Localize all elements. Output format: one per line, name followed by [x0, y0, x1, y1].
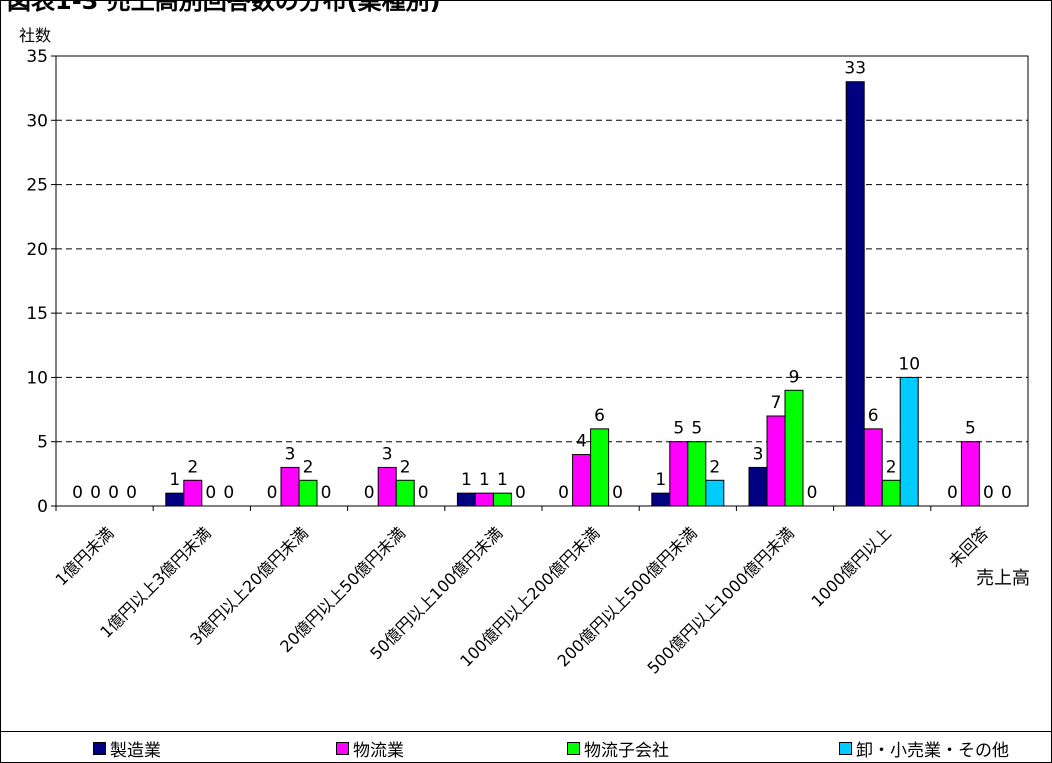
data-label: 2 [886, 457, 897, 477]
data-label: 3 [285, 444, 296, 464]
data-label: 2 [303, 457, 314, 477]
bar [456, 492, 476, 507]
data-label: 0 [418, 483, 429, 503]
data-label: 0 [205, 483, 216, 503]
data-label: 0 [108, 483, 119, 503]
bar [687, 441, 707, 507]
x-axis-label: 売上高 [976, 568, 1030, 589]
data-label: 6 [868, 406, 879, 426]
bar [748, 466, 768, 507]
y-tick-label: 5 [37, 433, 48, 453]
y-tick-label: 35 [26, 47, 48, 67]
data-label: 3 [753, 444, 764, 464]
bar [651, 492, 671, 507]
y-tick-label: 25 [26, 176, 48, 196]
y-tick-label: 15 [26, 304, 48, 324]
x-tick-label: 1000億円以上 [808, 523, 895, 610]
data-label: 2 [187, 457, 198, 477]
data-label: 3 [382, 444, 393, 464]
data-label: 1 [461, 470, 472, 490]
data-label: 0 [321, 483, 332, 503]
bar [845, 81, 865, 507]
data-label: 7 [771, 393, 782, 413]
data-label: 0 [223, 483, 234, 503]
bar [298, 479, 318, 507]
bar [705, 479, 725, 507]
bar [572, 454, 592, 507]
legend-label: 物流子会社 [584, 740, 669, 761]
data-label: 0 [515, 483, 526, 503]
bar [183, 479, 203, 507]
data-label: 5 [965, 419, 976, 439]
data-label: 0 [126, 483, 137, 503]
y-tick-label: 20 [26, 240, 48, 260]
y-tick-label: 30 [26, 111, 48, 131]
bar [960, 441, 980, 507]
data-label: 0 [1001, 483, 1012, 503]
data-label: 2 [400, 457, 411, 477]
bar [881, 479, 901, 507]
legend-label: 卸・小売業・その他 [856, 740, 1009, 761]
bar [669, 441, 689, 507]
bar [590, 428, 610, 507]
data-label: 1 [169, 470, 180, 490]
bar [395, 479, 415, 507]
data-label: 0 [267, 483, 278, 503]
bar [863, 428, 883, 507]
data-label: 0 [612, 483, 623, 503]
data-label: 10 [898, 354, 920, 374]
legend-item: 卸・小売業・その他 [839, 738, 1009, 761]
legend-item: 物流業 [336, 738, 404, 761]
bar [899, 376, 919, 507]
y-axis-label: 社数 [19, 26, 51, 45]
data-label: 0 [983, 483, 994, 503]
data-label: 9 [789, 367, 800, 387]
bar [766, 415, 786, 507]
data-label: 5 [673, 419, 684, 439]
legend-label: 製造業 [110, 740, 161, 761]
data-label: 1 [655, 470, 666, 490]
legend-swatch [336, 741, 349, 755]
data-label: 33 [844, 59, 866, 79]
chart-title: 図表1-3 売上高別回答数の分布(業種別) [7, 0, 441, 15]
bar [377, 466, 397, 507]
x-tick-label: 未回答 [945, 523, 992, 570]
bar [165, 492, 185, 507]
data-label: 2 [709, 457, 720, 477]
data-label: 1 [479, 470, 490, 490]
legend-swatch [567, 741, 580, 755]
legend-label: 物流業 [353, 740, 404, 761]
legend: 製造業 物流業 物流子会社 卸・小売業・その他 [1, 731, 1051, 762]
legend-swatch [839, 741, 852, 755]
data-label: 6 [594, 406, 605, 426]
legend-item: 製造業 [93, 738, 161, 761]
bar [492, 492, 512, 507]
data-label: 0 [807, 483, 818, 503]
legend-item: 物流子会社 [567, 738, 669, 761]
x-tick-label: 1億円未満 [52, 523, 118, 589]
data-label: 0 [90, 483, 101, 503]
data-label: 1 [497, 470, 508, 490]
data-label: 5 [691, 419, 702, 439]
legend-swatch [93, 741, 106, 755]
data-label: 0 [364, 483, 375, 503]
bar [280, 466, 300, 507]
bar [784, 389, 804, 507]
data-label: 0 [72, 483, 83, 503]
y-tick-label: 10 [26, 368, 48, 388]
y-tick-label: 0 [37, 497, 48, 517]
data-label: 0 [947, 483, 958, 503]
data-label: 4 [576, 432, 587, 452]
data-label: 0 [558, 483, 569, 503]
bar [474, 492, 494, 507]
